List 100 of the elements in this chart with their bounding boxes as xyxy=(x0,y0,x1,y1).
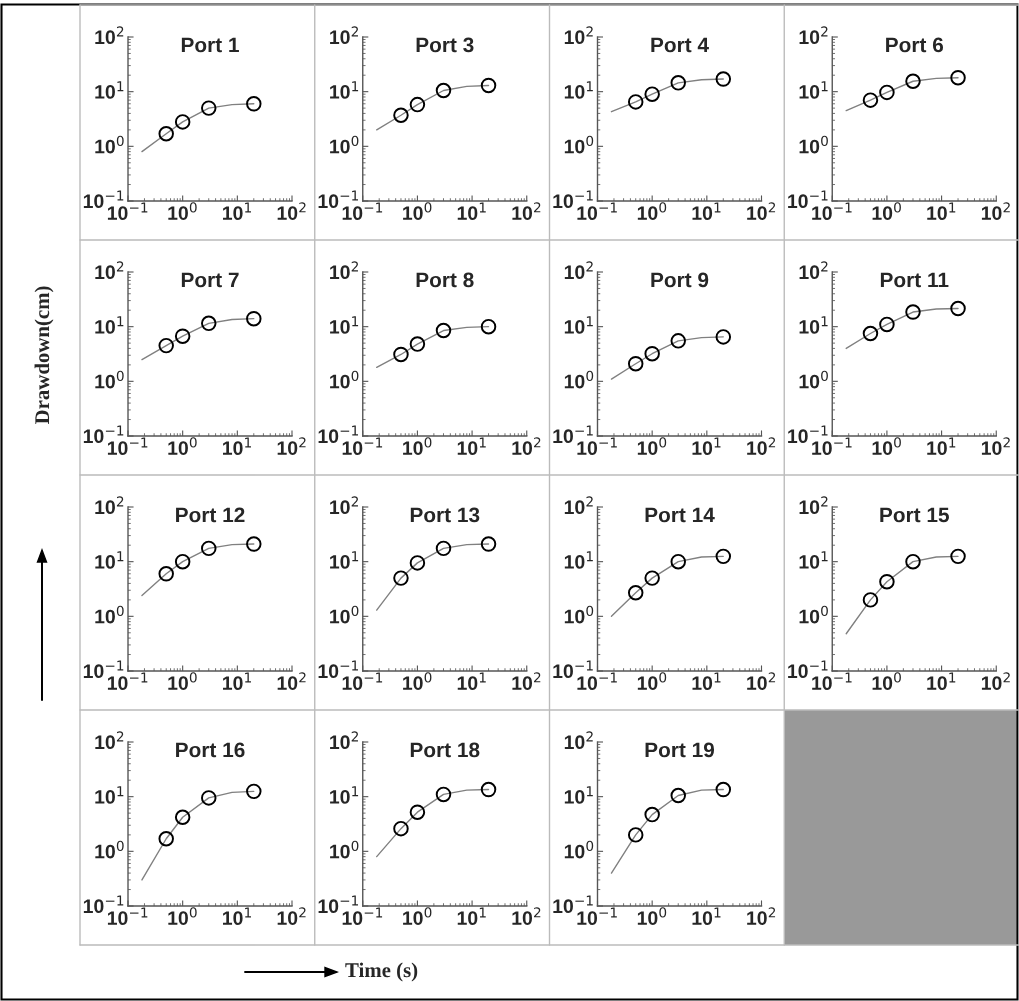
x-tick-label: 10$^{2}$ xyxy=(747,202,776,220)
x-tick-label: 10$^{1}$ xyxy=(927,437,956,456)
y-tick-label: 10$^{0}$ xyxy=(330,370,359,389)
y-tick-label: 10$^{1}$ xyxy=(564,551,593,569)
x-tick-label: 10$^{0}$ xyxy=(403,437,432,455)
y-tick-label: 10$^{1}$ xyxy=(564,316,593,334)
y-tick-label: 10$^{1}$ xyxy=(330,81,359,99)
text: Time (s) xyxy=(345,962,418,982)
x-tick-label: 10$^{2}$ xyxy=(277,437,306,455)
y-tick-label: 10$^{2}$ xyxy=(95,731,124,750)
chart-title: Port 11 xyxy=(880,272,949,288)
y-tick-label: 10$^{2}$ xyxy=(330,731,358,750)
x-tick-label: 10$^{0}$ xyxy=(872,437,901,455)
text: Drawdown(cm) xyxy=(34,286,54,425)
x-tick-label: 10$^{2}$ xyxy=(981,202,1010,220)
y-tick-label: 10$^{1}$ xyxy=(799,316,828,334)
chart-title: Port 13 xyxy=(410,507,480,523)
y-tick-label: 10$^{1}$ xyxy=(95,81,124,99)
y-tick-label: 10$^{0}$ xyxy=(330,135,359,154)
x-tick-label: 10$^{2}$ xyxy=(512,907,541,925)
y-tick-label: 10$^{0}$ xyxy=(564,135,594,154)
x-tick-label: 10$^{0}$ xyxy=(403,202,432,220)
chart-title: Port 6 xyxy=(886,37,944,53)
y-tick-label: 10$^{1}$ xyxy=(799,551,828,569)
y-tick-label: 10$^{1}$ xyxy=(330,316,359,334)
chart-title: Port 18 xyxy=(410,742,480,758)
y-tick-label: 10$^{1}$ xyxy=(95,786,124,804)
y-tick-label: 10$^{2}$ xyxy=(799,26,828,45)
chart-title: Port 14 xyxy=(645,507,715,523)
x-tick-label: 10$^{0}$ xyxy=(872,672,901,690)
chart-title: Port 12 xyxy=(176,507,245,523)
x-tick-label: 10$^{2}$ xyxy=(981,437,1010,455)
chart-title: Port 3 xyxy=(416,37,474,53)
x-tick-label: 10$^{1}$ xyxy=(457,907,486,926)
y-tick-label: 10$^{2}$ xyxy=(330,261,358,280)
x-tick-label: 10$^{0}$ xyxy=(403,672,432,690)
x-tick-label: 10$^{1}$ xyxy=(692,672,721,691)
x-tick-label: 10$^{0}$ xyxy=(637,202,667,220)
x-tick-label: 10$^{2}$ xyxy=(512,202,541,220)
y-tick-label: 10$^{2}$ xyxy=(564,496,593,515)
x-tick-label: 10$^{0}$ xyxy=(637,672,667,690)
x-tick-label: 10$^{1}$ xyxy=(692,437,721,456)
y-tick-label: 10$^{1}$ xyxy=(95,551,124,569)
y-tick-label: 10$^{2}$ xyxy=(799,496,828,515)
y-tick-label: 10$^{1}$ xyxy=(799,81,828,99)
y-tick-label: 10$^{2}$ xyxy=(95,261,124,280)
y-tick-label: 10$^{1}$ xyxy=(95,316,124,334)
y-tick-label: 10$^{1}$ xyxy=(330,786,359,804)
y-tick-label: 10$^{0}$ xyxy=(799,370,828,389)
x-tick-label: 10$^{0}$ xyxy=(168,672,197,690)
y-tick-label: 10$^{0}$ xyxy=(564,370,594,389)
chart-title: Port 19 xyxy=(645,742,715,758)
x-tick-label: 10$^{2}$ xyxy=(747,672,776,690)
y-tick-label: 10$^{2}$ xyxy=(95,26,124,45)
y-tick-label: 10$^{2}$ xyxy=(95,496,124,515)
x-tick-label: 10$^{1}$ xyxy=(457,672,486,691)
y-tick-label: 10$^{0}$ xyxy=(799,135,828,154)
y-tick-label: 10$^{2}$ xyxy=(564,261,593,280)
chart-title: Port 15 xyxy=(880,507,949,523)
y-tick-label: 10$^{0}$ xyxy=(799,605,828,624)
y-tick-label: 10$^{0}$ xyxy=(95,840,124,859)
x-tick-label: 10$^{0}$ xyxy=(637,907,667,925)
x-tick-label: 10$^{2}$ xyxy=(747,907,776,925)
x-tick-label: 10$^{1}$ xyxy=(457,437,486,456)
y-tick-label: 10$^{0}$ xyxy=(330,840,359,859)
y-tick-label: 10$^{0}$ xyxy=(95,135,124,154)
x-tick-label: 10$^{1}$ xyxy=(692,907,721,926)
y-tick-label: 10$^{1}$ xyxy=(564,81,593,99)
x-tick-label: 10$^{0}$ xyxy=(168,437,197,455)
chart-title: Port 8 xyxy=(416,272,474,288)
x-tick-label: 10$^{0}$ xyxy=(168,202,197,220)
chart-title: Port 7 xyxy=(181,272,239,288)
y-tick-label: 10$^{2}$ xyxy=(330,26,358,45)
x-tick-label: 10$^{0}$ xyxy=(403,907,432,925)
x-tick-label: 10$^{2}$ xyxy=(512,672,541,690)
x-tick-label: 10$^{1}$ xyxy=(457,202,486,221)
y-tick-label: 10$^{2}$ xyxy=(799,261,828,280)
x-tick-label: 10$^{2}$ xyxy=(512,437,541,455)
x-tick-label: 10$^{1}$ xyxy=(223,437,251,456)
chart-title: Port 16 xyxy=(176,742,245,758)
y-tick-label: 10$^{0}$ xyxy=(564,605,594,624)
x-tick-label: 10$^{1}$ xyxy=(223,672,251,691)
chart-title: Port 4 xyxy=(651,37,709,53)
x-tick-label: 10$^{2}$ xyxy=(277,907,306,925)
y-tick-label: 10$^{0}$ xyxy=(564,840,594,859)
x-tick-label: 10$^{1}$ xyxy=(927,672,956,691)
y-tick-label: 10$^{1}$ xyxy=(330,551,359,569)
x-tick-label: 10$^{0}$ xyxy=(168,907,197,925)
x-tick-label: 10$^{1}$ xyxy=(223,202,251,221)
chart-title: Port 1 xyxy=(181,37,239,53)
x-tick-label: 10$^{1}$ xyxy=(692,202,721,221)
x-tick-label: 10$^{2}$ xyxy=(981,672,1010,690)
y-tick-label: 10$^{0}$ xyxy=(95,605,124,624)
x-tick-label: 10$^{2}$ xyxy=(277,202,306,220)
y-tick-label: 10$^{2}$ xyxy=(330,496,358,515)
x-tick-label: 10$^{0}$ xyxy=(872,202,901,220)
x-tick-label: 10$^{2}$ xyxy=(747,437,776,455)
y-tick-label: 10$^{0}$ xyxy=(95,370,124,389)
y-tick-label: 10$^{2}$ xyxy=(564,731,593,750)
chart-title: Port 9 xyxy=(651,272,709,288)
